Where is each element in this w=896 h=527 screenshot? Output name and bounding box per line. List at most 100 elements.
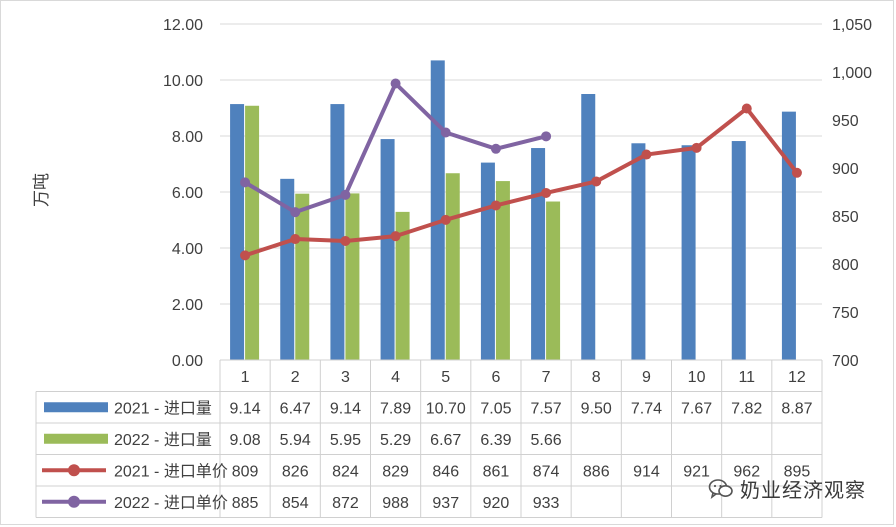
y-left-tick-label: 2.00 bbox=[172, 297, 203, 314]
data-label: 933 bbox=[533, 495, 560, 512]
data-label: 854 bbox=[282, 495, 309, 512]
bar bbox=[345, 193, 360, 360]
y-right-tick-label: 700 bbox=[832, 353, 859, 370]
watermark: 奶业经济观察 bbox=[708, 474, 866, 503]
data-point bbox=[240, 250, 251, 261]
legend-label: 2022 - 进口单价 bbox=[114, 494, 228, 512]
x-tick-label: 5 bbox=[441, 369, 450, 386]
x-tick-label: 12 bbox=[788, 369, 806, 386]
data-label: 10.70 bbox=[426, 400, 466, 417]
data-point bbox=[541, 131, 552, 142]
bar bbox=[681, 145, 696, 360]
y-right-tick-label: 900 bbox=[832, 161, 859, 178]
bar bbox=[280, 178, 295, 360]
x-tick-label: 11 bbox=[738, 369, 755, 386]
y-left-tick-label: 10.00 bbox=[163, 73, 203, 90]
data-point bbox=[691, 142, 702, 153]
data-point bbox=[791, 167, 802, 178]
watermark-text: 奶业经济观察 bbox=[740, 478, 866, 502]
data-label: 861 bbox=[483, 463, 510, 480]
data-point bbox=[290, 234, 301, 245]
data-label: 809 bbox=[232, 463, 259, 480]
data-label: 5.66 bbox=[531, 432, 562, 449]
bar bbox=[395, 211, 410, 360]
data-label: 846 bbox=[432, 463, 459, 480]
data-point bbox=[440, 214, 451, 225]
bar bbox=[330, 104, 345, 360]
bar-series bbox=[230, 60, 796, 361]
data-label: 9.50 bbox=[581, 400, 612, 417]
data-point bbox=[591, 176, 602, 187]
bar bbox=[245, 105, 260, 360]
data-point bbox=[641, 149, 652, 160]
y-right-tick-label: 950 bbox=[832, 113, 859, 130]
data-label: 829 bbox=[382, 463, 409, 480]
bar bbox=[430, 60, 445, 361]
y-left-tick-label: 8.00 bbox=[172, 129, 203, 146]
y-left-tick-label: 6.00 bbox=[172, 185, 203, 202]
data-label: 7.89 bbox=[380, 400, 411, 417]
series-line bbox=[243, 106, 799, 258]
x-tick-label: 8 bbox=[592, 369, 601, 386]
bar bbox=[631, 143, 646, 360]
gridlines bbox=[220, 23, 822, 305]
y-right-tick-label: 750 bbox=[832, 305, 859, 322]
bar bbox=[295, 193, 310, 360]
data-point bbox=[390, 78, 401, 89]
data-label: 7.05 bbox=[480, 400, 511, 417]
data-label: 872 bbox=[332, 495, 359, 512]
bar bbox=[230, 104, 245, 360]
data-label: 5.94 bbox=[280, 432, 311, 449]
data-point bbox=[490, 200, 501, 211]
axes: 0.00 2.00 4.00 6.00 8.00 10.00 12.00 700 750 800 8… bbox=[163, 17, 872, 370]
x-tick-label: 6 bbox=[491, 369, 500, 386]
data-label: 9.14 bbox=[230, 400, 261, 417]
x-tick-label: 2 bbox=[291, 369, 300, 386]
data-point bbox=[541, 187, 552, 198]
data-label: 7.74 bbox=[631, 400, 662, 417]
data-label: 9.14 bbox=[330, 400, 361, 417]
data-label: 885 bbox=[232, 495, 259, 512]
x-tick-label: 7 bbox=[542, 369, 551, 386]
y-right-tick-label: 1,050 bbox=[832, 17, 872, 34]
data-label: 8.87 bbox=[781, 400, 812, 417]
line-series bbox=[240, 78, 802, 261]
data-point bbox=[290, 207, 301, 218]
bar bbox=[445, 173, 460, 360]
data-point bbox=[340, 189, 351, 200]
data-label: 824 bbox=[332, 463, 359, 480]
data-point bbox=[490, 143, 501, 154]
data-point bbox=[390, 231, 401, 242]
y-right-tick-label: 1,000 bbox=[832, 65, 872, 82]
x-tick-label: 1 bbox=[241, 369, 250, 386]
bar bbox=[480, 162, 495, 360]
data-label: 988 bbox=[382, 495, 409, 512]
data-label: 5.95 bbox=[330, 432, 361, 449]
data-label: 937 bbox=[432, 495, 459, 512]
x-tick-label: 9 bbox=[642, 369, 651, 386]
data-label: 7.57 bbox=[531, 400, 562, 417]
bar bbox=[731, 141, 746, 360]
data-label: 874 bbox=[533, 463, 560, 480]
data-label: 6.47 bbox=[280, 400, 311, 417]
data-label: 9.08 bbox=[230, 432, 261, 449]
bar bbox=[495, 181, 510, 360]
legend-swatch bbox=[44, 433, 108, 444]
data-label: 7.82 bbox=[731, 400, 762, 417]
bar bbox=[531, 148, 546, 360]
x-tick-label: 3 bbox=[341, 369, 350, 386]
data-label: 921 bbox=[683, 463, 710, 480]
data-label: 6.39 bbox=[480, 432, 511, 449]
wechat-icon bbox=[708, 478, 733, 499]
data-label: 7.67 bbox=[681, 400, 712, 417]
data-point bbox=[340, 235, 351, 246]
y-axis-label: 万吨 bbox=[32, 173, 51, 207]
data-label: 6.67 bbox=[430, 432, 461, 449]
legend-label: 2021 - 进口单价 bbox=[114, 462, 228, 480]
y-left-tick-label: 4.00 bbox=[172, 241, 203, 258]
y-right-tick-label: 800 bbox=[832, 257, 859, 274]
legend-marker bbox=[68, 464, 80, 477]
